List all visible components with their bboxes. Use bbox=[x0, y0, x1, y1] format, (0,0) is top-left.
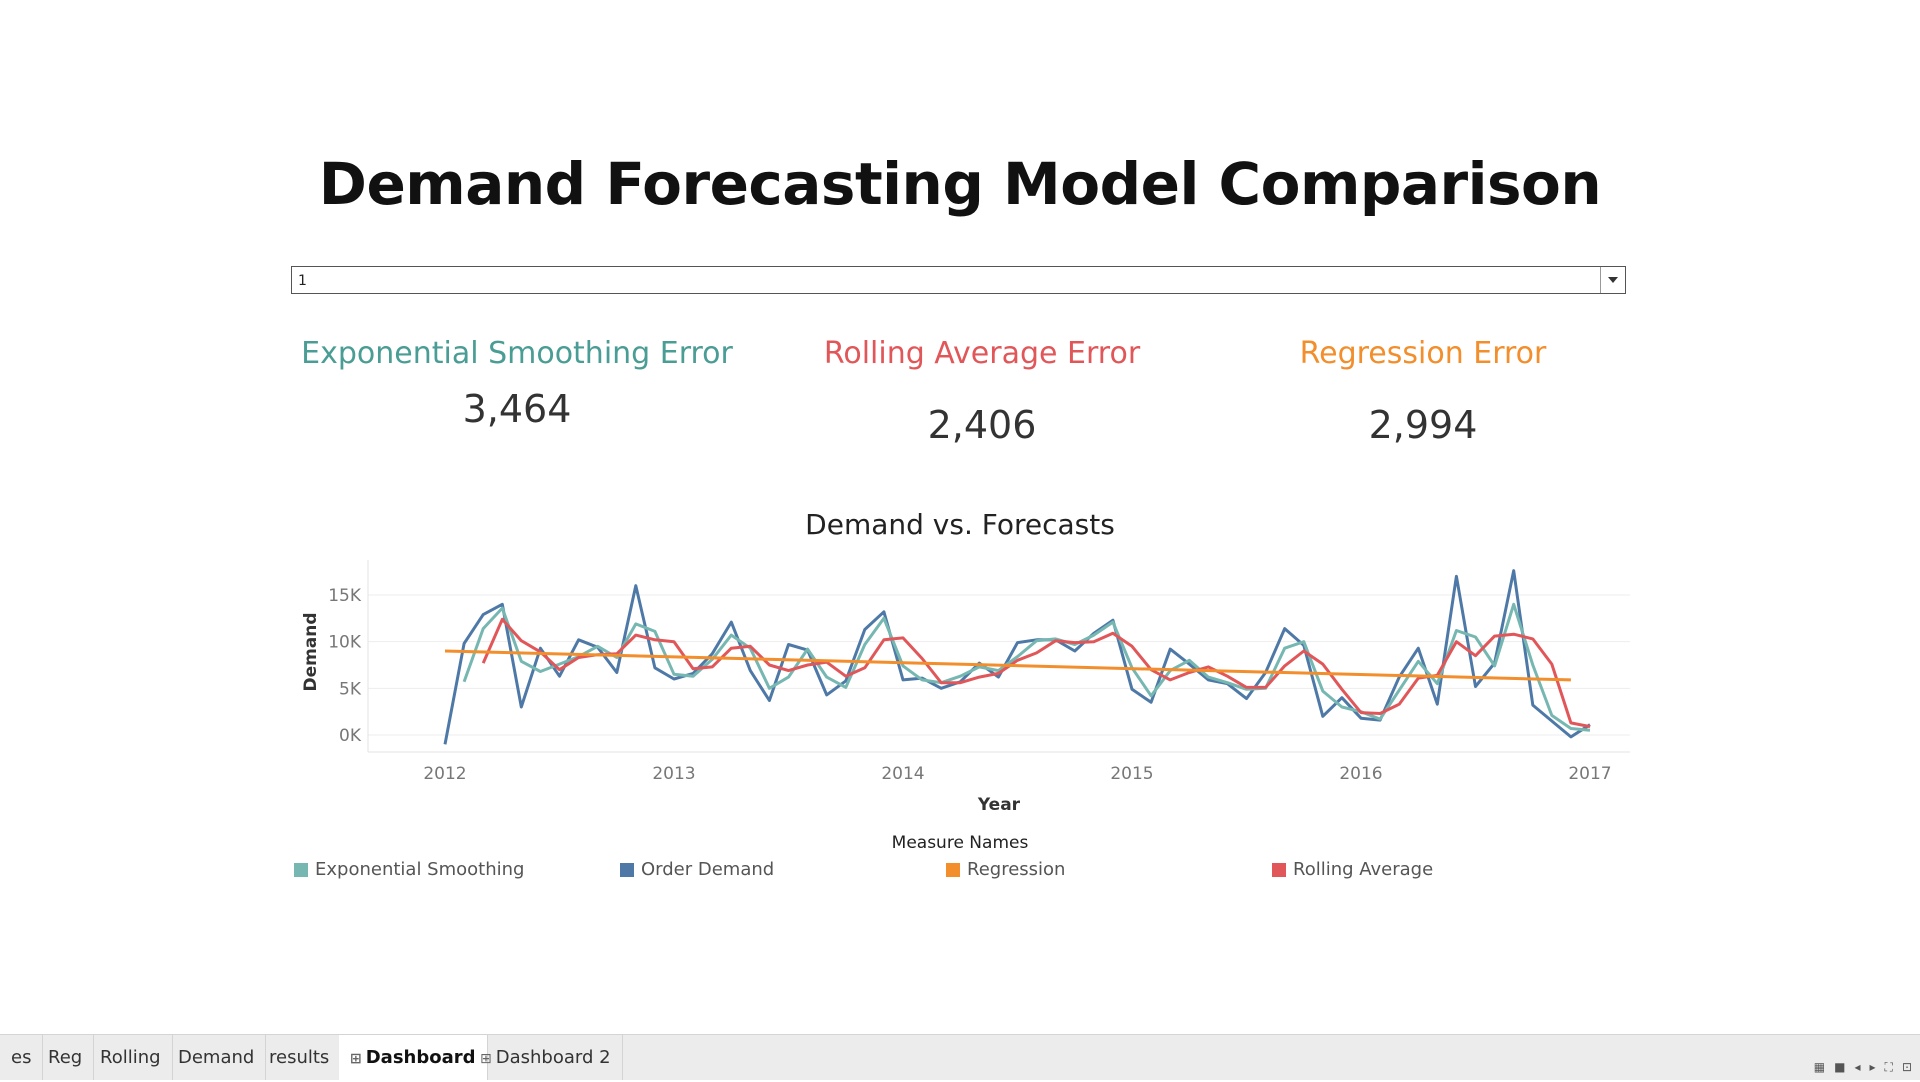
kpi-exponential-smoothing-title: Exponential Smoothing Error bbox=[301, 336, 733, 371]
legend-item-regression[interactable]: Regression bbox=[946, 859, 1065, 880]
filter-value: 1 bbox=[298, 273, 307, 289]
tab-label: Reg bbox=[48, 1047, 83, 1068]
tab-demand[interactable]: Demand bbox=[167, 1035, 267, 1080]
tab-label: Rolling bbox=[100, 1047, 161, 1068]
tab-dashboard[interactable]: ⊞ Dashboard bbox=[339, 1035, 488, 1080]
legend-swatch bbox=[620, 862, 634, 877]
x-tick-label: 2013 bbox=[652, 764, 695, 784]
legend-label: Regression bbox=[967, 859, 1066, 880]
dashboard-title: Demand Forecasting Model Comparison bbox=[318, 150, 1602, 218]
chevron-down-icon bbox=[1608, 277, 1618, 283]
tab-label: Demand bbox=[178, 1047, 255, 1068]
series-line-order-demand bbox=[443, 569, 1591, 745]
filmstrip-view-icon[interactable]: ■ bbox=[1834, 1060, 1846, 1074]
y-tick-label: 15K bbox=[328, 586, 362, 606]
y-tick-label: 5K bbox=[339, 679, 362, 699]
kpi-exponential-smoothing-value: 3,464 bbox=[462, 387, 572, 431]
tab-reg[interactable]: Reg bbox=[37, 1035, 95, 1080]
legend-label: Exponential Smoothing bbox=[315, 859, 525, 880]
legend-label: Order Demand bbox=[641, 859, 775, 880]
chart-title: Demand vs. Forecasts bbox=[805, 508, 1115, 541]
series-line-regression bbox=[444, 649, 1571, 682]
x-tick-label: 2012 bbox=[423, 764, 466, 784]
dropdown-toggle-button[interactable] bbox=[1600, 267, 1625, 293]
dashboard-icon: ⊞ bbox=[480, 1051, 492, 1067]
presentation-icon[interactable]: ⊡ bbox=[1901, 1060, 1912, 1074]
legend-item-exponential-smoothing[interactable]: Exponential Smoothing bbox=[294, 859, 524, 880]
x-tick-label: 2015 bbox=[1110, 764, 1153, 784]
tab-es[interactable]: es bbox=[0, 1035, 44, 1080]
sheet-tab-bar: es Reg Rolling Demand results ⊞ Dashboard… bbox=[0, 1034, 1920, 1080]
x-axis-title: Year bbox=[977, 795, 1021, 815]
legend-item-rolling-average[interactable]: Rolling Average bbox=[1272, 859, 1433, 880]
series-line-exponential-smoothing bbox=[462, 602, 1591, 732]
tab-rolling[interactable]: Rolling bbox=[89, 1035, 173, 1080]
grid-view-icon[interactable]: ▦ bbox=[1813, 1060, 1826, 1074]
legend-swatch bbox=[1272, 862, 1286, 877]
x-tick-label: 2016 bbox=[1339, 764, 1382, 784]
tab-results[interactable]: results bbox=[258, 1035, 342, 1080]
legend-swatch bbox=[946, 862, 960, 877]
series-line-rolling-average bbox=[481, 617, 1591, 729]
tab-label: results bbox=[269, 1047, 330, 1068]
legend-swatch bbox=[294, 862, 308, 877]
previous-sheet-icon[interactable]: ◂ bbox=[1854, 1060, 1861, 1074]
legend-label: Rolling Average bbox=[1293, 859, 1434, 880]
x-tick-label: 2014 bbox=[881, 764, 924, 784]
kpi-rolling-average-title: Rolling Average Error bbox=[823, 336, 1141, 371]
legend-item-order-demand[interactable]: Order Demand bbox=[620, 859, 774, 880]
status-bar-controls: ▦ ■ ◂ ▸ ⛶ ⊡ bbox=[1814, 1060, 1912, 1075]
filter-dropdown[interactable]: 1 bbox=[291, 266, 1626, 294]
tab-dashboard-2[interactable]: ⊞ Dashboard 2 bbox=[469, 1035, 623, 1080]
fullscreen-icon[interactable]: ⛶ bbox=[1884, 1060, 1893, 1074]
y-tick-label: 10K bbox=[328, 633, 362, 653]
y-axis-title: Demand bbox=[301, 612, 321, 691]
kpi-regression-value: 2,994 bbox=[1368, 403, 1478, 447]
kpi-regression-title: Regression Error bbox=[1299, 336, 1547, 371]
next-sheet-icon[interactable]: ▸ bbox=[1869, 1060, 1876, 1074]
kpi-rolling-average-value: 2,406 bbox=[927, 403, 1037, 447]
tab-label: es bbox=[11, 1047, 32, 1068]
legend-title: Measure Names bbox=[891, 833, 1029, 853]
tab-label: Dashboard bbox=[365, 1047, 476, 1068]
dashboard-icon: ⊞ bbox=[350, 1051, 362, 1067]
tab-label: Dashboard 2 bbox=[495, 1047, 611, 1068]
x-tick-label: 2017 bbox=[1568, 764, 1611, 784]
y-tick-label: 0K bbox=[339, 726, 362, 746]
